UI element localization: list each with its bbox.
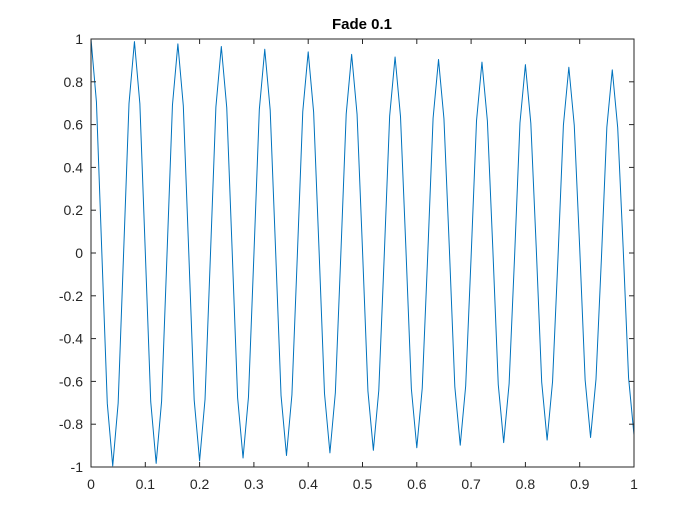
x-tick-label: 0.7 xyxy=(461,476,481,492)
y-tick-label: 0.8 xyxy=(64,74,84,90)
x-tick-label: 0 xyxy=(87,476,95,492)
x-axis: 0 0.1 0.2 0.3 0.4 0.5 0.6 0.7 0.8 0.9 1 xyxy=(87,39,638,492)
x-tick-label: 0.5 xyxy=(353,476,373,492)
y-axis: -1 -0.8 -0.6 -0.4 -0.2 0 0.2 0.4 0.6 0.8 1 xyxy=(59,31,634,475)
y-tick-label: 1 xyxy=(75,31,83,47)
x-tick-label: 1 xyxy=(630,476,638,492)
chart-title: Fade 0.1 xyxy=(332,16,392,33)
y-tick-label: -0.6 xyxy=(59,373,83,389)
y-tick-label: -0.2 xyxy=(59,288,83,304)
y-tick-label: 0.2 xyxy=(64,202,84,218)
y-tick-label: -0.8 xyxy=(59,416,83,432)
x-tick-label: 0.6 xyxy=(407,476,427,492)
y-tick-label: 0.4 xyxy=(64,159,84,175)
y-tick-label: -0.4 xyxy=(59,331,83,347)
y-tick-label: 0.6 xyxy=(64,117,84,133)
x-tick-label: 0.9 xyxy=(570,476,590,492)
x-tick-label: 0.2 xyxy=(190,476,210,492)
series-line-1 xyxy=(90,38,635,467)
x-tick-label: 0.8 xyxy=(516,476,536,492)
x-tick-label: 0.1 xyxy=(136,476,156,492)
x-tick-label: 0.4 xyxy=(298,476,318,492)
y-tick-label: -1 xyxy=(71,459,84,475)
x-tick-label: 0.3 xyxy=(244,476,264,492)
y-tick-label: 0 xyxy=(75,245,83,261)
